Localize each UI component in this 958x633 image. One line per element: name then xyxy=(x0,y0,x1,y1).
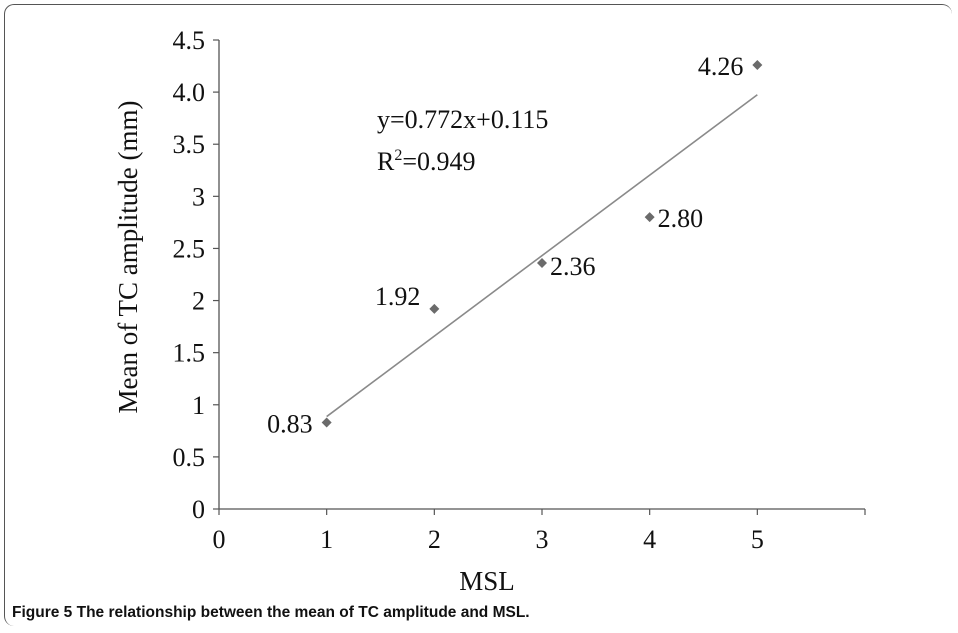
y-tick-label: 1 xyxy=(192,391,205,420)
data-point xyxy=(537,258,547,269)
figure-caption-text: The relationship between the mean of TC … xyxy=(76,604,530,621)
data-point xyxy=(429,303,440,314)
data-points xyxy=(321,60,763,428)
r-squared-superscript: 2 xyxy=(394,147,402,164)
data-point xyxy=(321,417,332,428)
tick-labels: 0 0.5 1 1.5 2 2.5 3 3.5 4.0 4.5 0 1 2 3 4 5 xyxy=(173,26,764,554)
y-tick-label: 3 xyxy=(192,182,205,211)
figure-caption: Figure 5 The relationship between the me… xyxy=(12,604,530,622)
y-axis-title: Mean of TC amplitude (mm) xyxy=(113,101,143,414)
y-tick-label: 0.5 xyxy=(173,443,206,472)
y-tick-label: 0 xyxy=(192,495,205,524)
r-squared-prefix: R xyxy=(377,147,395,176)
data-labels: 0.83 1.92 2.36 2.80 4.26 xyxy=(267,52,743,438)
x-axis-title: MSL xyxy=(459,566,515,596)
x-tick-label: 5 xyxy=(751,525,764,554)
x-tick-label: 4 xyxy=(643,525,656,554)
r-squared-value: =0.949 xyxy=(402,147,475,176)
x-tick-label: 1 xyxy=(320,525,333,554)
data-label: 2.36 xyxy=(550,252,596,281)
x-tick-label: 2 xyxy=(428,525,441,554)
y-tick-label: 3.5 xyxy=(173,130,206,159)
y-tick-label: 4.0 xyxy=(173,78,206,107)
y-tick-label: 4.5 xyxy=(173,26,206,55)
data-label: 4.26 xyxy=(698,52,744,81)
chart: 0 0.5 1 1.5 2 2.5 3 3.5 4.0 4.5 0 1 2 3 4 5 0.83 1.92 2.3… xyxy=(113,26,866,596)
x-tick-label: 0 xyxy=(213,525,226,554)
data-point xyxy=(752,60,763,71)
data-label: 1.92 xyxy=(375,282,421,311)
y-tick-label: 2 xyxy=(192,287,205,316)
regression-equation: y=0.772x+0.115 R2=0.949 xyxy=(377,105,548,176)
figure-frame xyxy=(4,4,952,626)
y-tick-label: 2.5 xyxy=(173,234,206,263)
data-label: 2.80 xyxy=(658,204,704,233)
data-point xyxy=(644,212,655,223)
x-tick-label: 3 xyxy=(536,525,549,554)
axes xyxy=(213,39,866,515)
r-squared-text: R2=0.949 xyxy=(377,147,476,176)
equation-text: y=0.772x+0.115 xyxy=(377,105,548,134)
data-label: 0.83 xyxy=(267,409,313,438)
y-tick-label: 1.5 xyxy=(173,339,206,368)
trendline-group xyxy=(326,94,758,418)
figure-number: Figure 5 xyxy=(12,604,73,621)
trendline xyxy=(326,94,758,418)
